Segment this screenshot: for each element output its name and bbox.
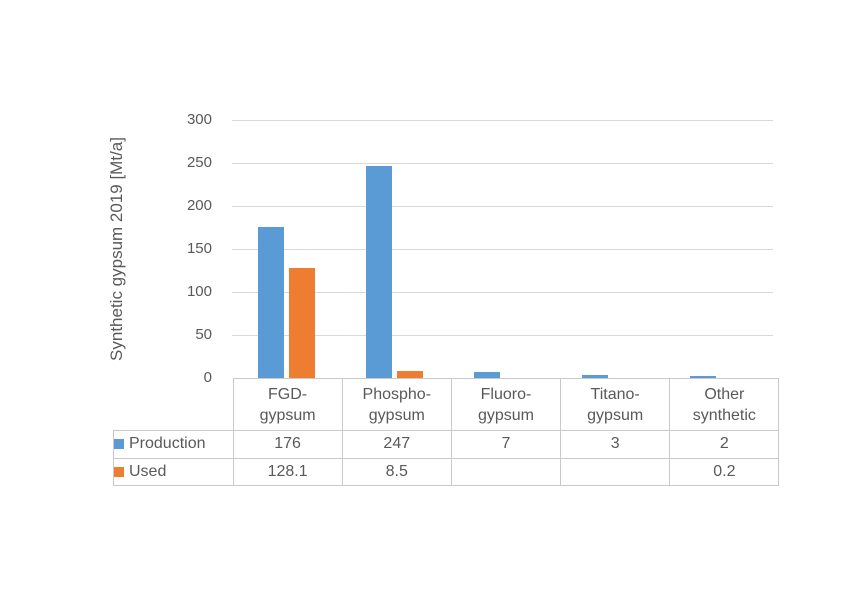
bar-production-fgd-gypsum bbox=[257, 226, 284, 378]
gridline-50 bbox=[232, 335, 773, 336]
y-axis-tick-50: 50 bbox=[195, 326, 212, 343]
y-axis-tick-250: 250 bbox=[186, 154, 212, 171]
y-axis-tick-0: 0 bbox=[203, 369, 212, 386]
table-row-used: Used 128.1 8.5 0.2 bbox=[113, 457, 780, 486]
table-corner-cell bbox=[114, 379, 234, 431]
y-axis-tick-300: 300 bbox=[186, 111, 212, 128]
value-cell-production-other-synthetic: 2 bbox=[669, 430, 780, 459]
bar-used-phospho-gypsum bbox=[396, 370, 423, 378]
column-header-other-synthetic: Other synthetic bbox=[669, 378, 780, 431]
value-cell-production-phospho-gypsum: 247 bbox=[341, 430, 452, 459]
legend-key-production bbox=[114, 439, 124, 450]
data-table: FGD- gypsum Phospho- gypsum Fluoro- gypsum… bbox=[113, 378, 780, 486]
gridline-300 bbox=[232, 120, 773, 121]
bar-production-other-synthetic bbox=[690, 376, 717, 378]
value-cell-used-titano-gypsum bbox=[560, 457, 671, 486]
series-label-production: Production bbox=[129, 435, 206, 453]
value-cell-production-titano-gypsum: 3 bbox=[560, 430, 671, 459]
y-axis-tick-150: 150 bbox=[186, 240, 212, 257]
value-cell-used-fluoro-gypsum bbox=[450, 457, 562, 486]
column-header-titano-gypsum: Titano- gypsum bbox=[560, 378, 671, 431]
value-cell-used-phospho-gypsum: 8.5 bbox=[341, 457, 452, 486]
row-header-used: Used bbox=[113, 457, 234, 486]
y-axis-tick-100: 100 bbox=[186, 283, 212, 300]
value-cell-production-fluoro-gypsum: 7 bbox=[450, 430, 562, 459]
data-table-region: FGD- gypsum Phospho- gypsum Fluoro- gypsum… bbox=[113, 378, 780, 486]
value-cell-production-fgd-gypsum: 176 bbox=[232, 430, 343, 459]
value-cell-used-fgd-gypsum: 128.1 bbox=[232, 457, 343, 486]
series-label-used: Used bbox=[129, 462, 167, 480]
bar-production-phospho-gypsum bbox=[365, 165, 392, 378]
table-row-production: Production 176 247 7 3 2 bbox=[113, 430, 780, 459]
y-axis-title: Synthetic gypsum 2019 [Mt/a] bbox=[107, 137, 126, 361]
column-header-fgd-gypsum: FGD- gypsum bbox=[232, 378, 343, 431]
gridline-250 bbox=[232, 163, 773, 164]
column-header-fluoro-gypsum: Fluoro- gypsum bbox=[450, 378, 562, 431]
bar-production-fluoro-gypsum bbox=[474, 371, 500, 378]
value-cell-used-other-synthetic: 0.2 bbox=[669, 457, 780, 486]
bar-production-titano-gypsum bbox=[582, 375, 609, 378]
legend-key-used bbox=[114, 466, 124, 477]
gridline-150 bbox=[232, 249, 773, 250]
y-axis-tick-200: 200 bbox=[186, 197, 212, 214]
gridline-200 bbox=[232, 206, 773, 207]
row-header-production: Production bbox=[113, 430, 234, 459]
column-header-phospho-gypsum: Phospho- gypsum bbox=[341, 378, 452, 431]
plot-area bbox=[232, 120, 773, 378]
gridline-100 bbox=[232, 292, 773, 293]
bar-used-fgd-gypsum bbox=[288, 267, 315, 378]
